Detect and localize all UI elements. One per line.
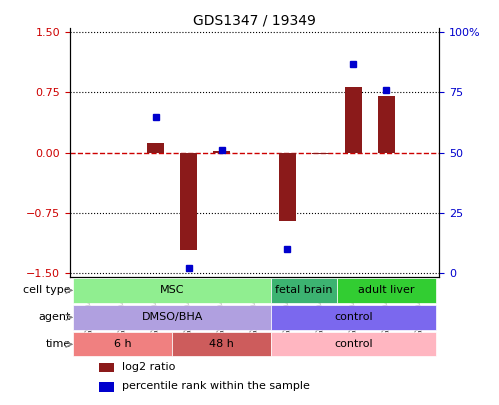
Bar bbox=[279, 153, 296, 221]
Text: MSC: MSC bbox=[160, 286, 184, 295]
Bar bbox=[345, 87, 362, 153]
Bar bbox=[378, 96, 395, 153]
Text: DMSO/BHA: DMSO/BHA bbox=[141, 312, 203, 322]
Bar bbox=[271, 278, 337, 303]
Text: time: time bbox=[45, 339, 70, 350]
Text: adult liver: adult liver bbox=[358, 286, 415, 295]
Text: control: control bbox=[334, 312, 373, 322]
Text: cell type: cell type bbox=[23, 286, 70, 295]
Bar bbox=[213, 151, 230, 153]
Text: agent: agent bbox=[38, 312, 70, 322]
Bar bbox=[73, 278, 271, 303]
Bar bbox=[271, 305, 436, 330]
Bar bbox=[73, 332, 172, 356]
Bar bbox=[180, 153, 197, 250]
Bar bbox=[337, 278, 436, 303]
Bar bbox=[147, 143, 164, 153]
Text: 48 h: 48 h bbox=[209, 339, 234, 350]
Bar bbox=[73, 305, 271, 330]
Title: GDS1347 / 19349: GDS1347 / 19349 bbox=[193, 13, 316, 27]
Bar bbox=[99, 362, 114, 372]
Text: fetal brain: fetal brain bbox=[275, 286, 333, 295]
Bar bbox=[99, 382, 114, 392]
Text: log2 ratio: log2 ratio bbox=[122, 362, 175, 372]
Bar bbox=[271, 332, 436, 356]
Bar bbox=[312, 153, 329, 154]
Bar bbox=[172, 332, 271, 356]
Text: percentile rank within the sample: percentile rank within the sample bbox=[122, 382, 309, 391]
Text: control: control bbox=[334, 339, 373, 350]
Text: 6 h: 6 h bbox=[114, 339, 131, 350]
